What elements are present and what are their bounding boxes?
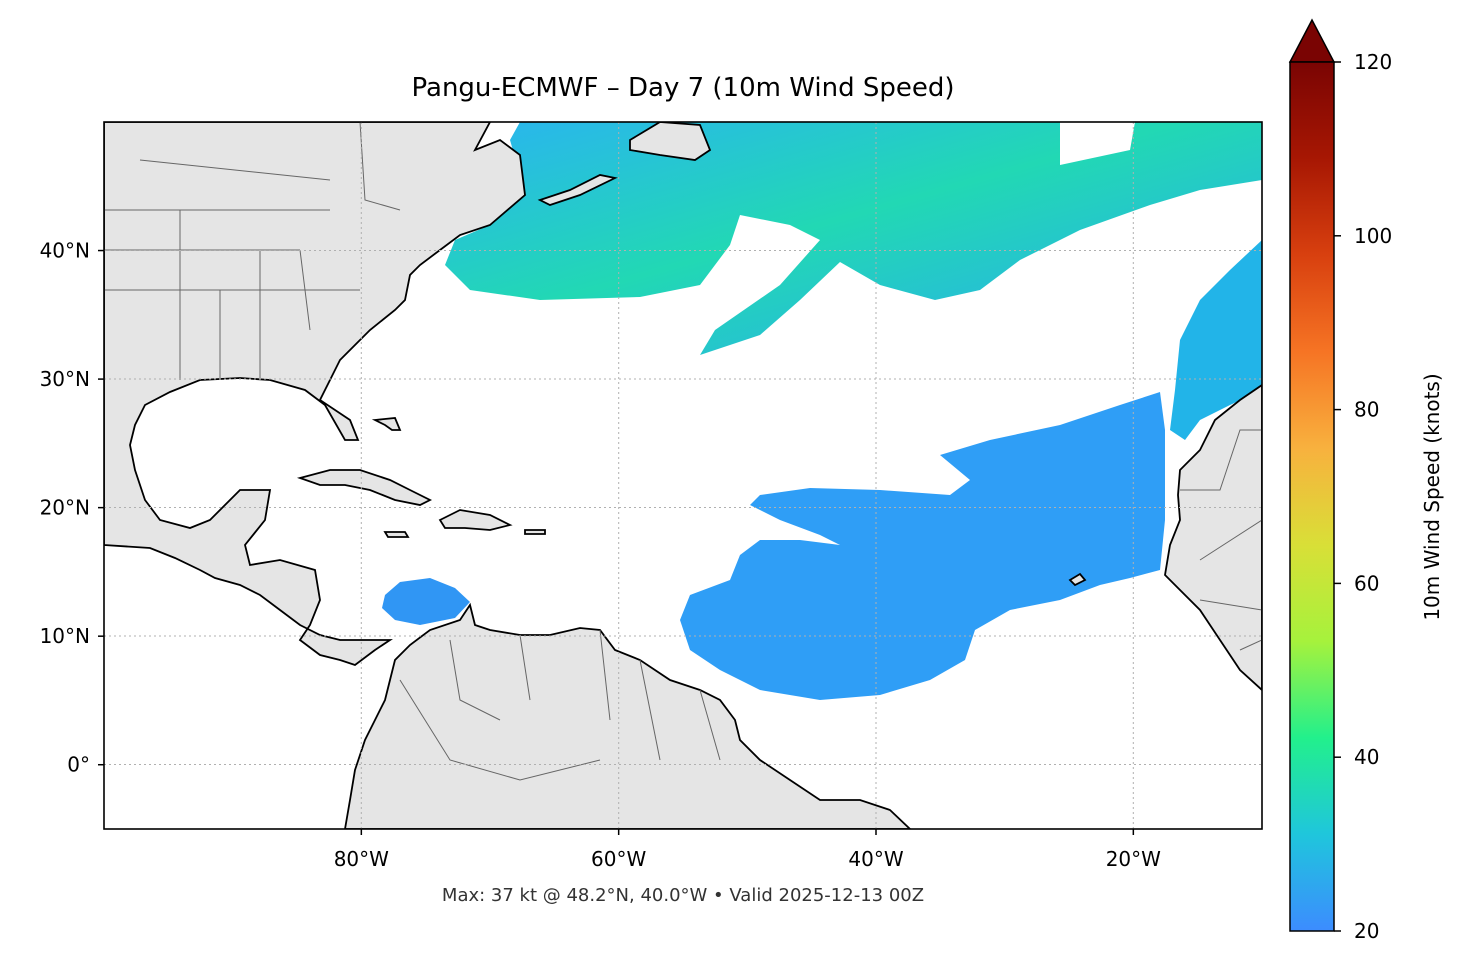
- lat-tick-label: 40°N: [40, 239, 90, 263]
- colorbar: 20 40 60 80 100 120: [1288, 18, 1392, 943]
- land-hispaniola: [438, 509, 513, 531]
- lat-tick-label: 10°N: [40, 624, 90, 648]
- footer-info: Max: 37 kt @ 48.2°N, 40.0°W • Valid 2025…: [441, 885, 925, 906]
- land-south-america: [344, 602, 912, 829]
- wind-speed-field: [382, 122, 1262, 700]
- land-jamaica: [383, 531, 410, 538]
- colorbar-tick-label: 80: [1354, 398, 1379, 422]
- wind-region-caribbean: [382, 578, 470, 625]
- land-north-america: [104, 122, 526, 667]
- longitude-axis: 80°W 60°W 40°W 20°W: [334, 829, 1161, 871]
- lon-tick-label: 20°W: [1106, 847, 1161, 871]
- land: [104, 122, 1262, 829]
- wind-region-tropical: [680, 392, 1165, 700]
- land-africa: [1164, 383, 1262, 692]
- lon-tick-label: 40°W: [848, 847, 903, 871]
- gridlines: [104, 122, 1262, 829]
- colorbar-tick-label: 120: [1354, 50, 1392, 74]
- lat-tick-label: 30°N: [40, 367, 90, 391]
- land-cuba: [296, 469, 433, 506]
- land-nova-scotia: [537, 174, 618, 206]
- colorbar-tick-label: 40: [1354, 745, 1379, 769]
- colorbar-tick-label: 60: [1354, 571, 1379, 595]
- colorbar-ticks: 20 40 60 80 100 120: [1334, 50, 1392, 943]
- lon-tick-label: 80°W: [334, 847, 389, 871]
- land-bahamas: [371, 417, 402, 431]
- wind-region-azores: [1170, 240, 1262, 440]
- colorbar-extend-arrow: [1288, 18, 1336, 63]
- land-cape-verde: [1068, 572, 1087, 587]
- interior-borders: [104, 122, 1262, 781]
- colorbar-label: 10m Wind Speed (knots): [1420, 373, 1444, 621]
- colorbar-tick-label: 20: [1354, 919, 1379, 943]
- land-puerto-rico: [524, 529, 546, 535]
- colorbar-bar: [1289, 61, 1335, 932]
- latitude-axis: 40°N 30°N 20°N 10°N 0°: [40, 239, 104, 777]
- plot-frame: [103, 121, 1263, 830]
- lat-tick-label: 0°: [67, 753, 90, 777]
- lat-tick-label: 20°N: [40, 496, 90, 520]
- map-title: Pangu-ECMWF – Day 7 (10m Wind Speed): [411, 73, 955, 103]
- wind-region-north-atlantic: [445, 122, 1262, 355]
- colorbar-tick-label: 100: [1354, 224, 1392, 248]
- lon-tick-label: 60°W: [591, 847, 646, 871]
